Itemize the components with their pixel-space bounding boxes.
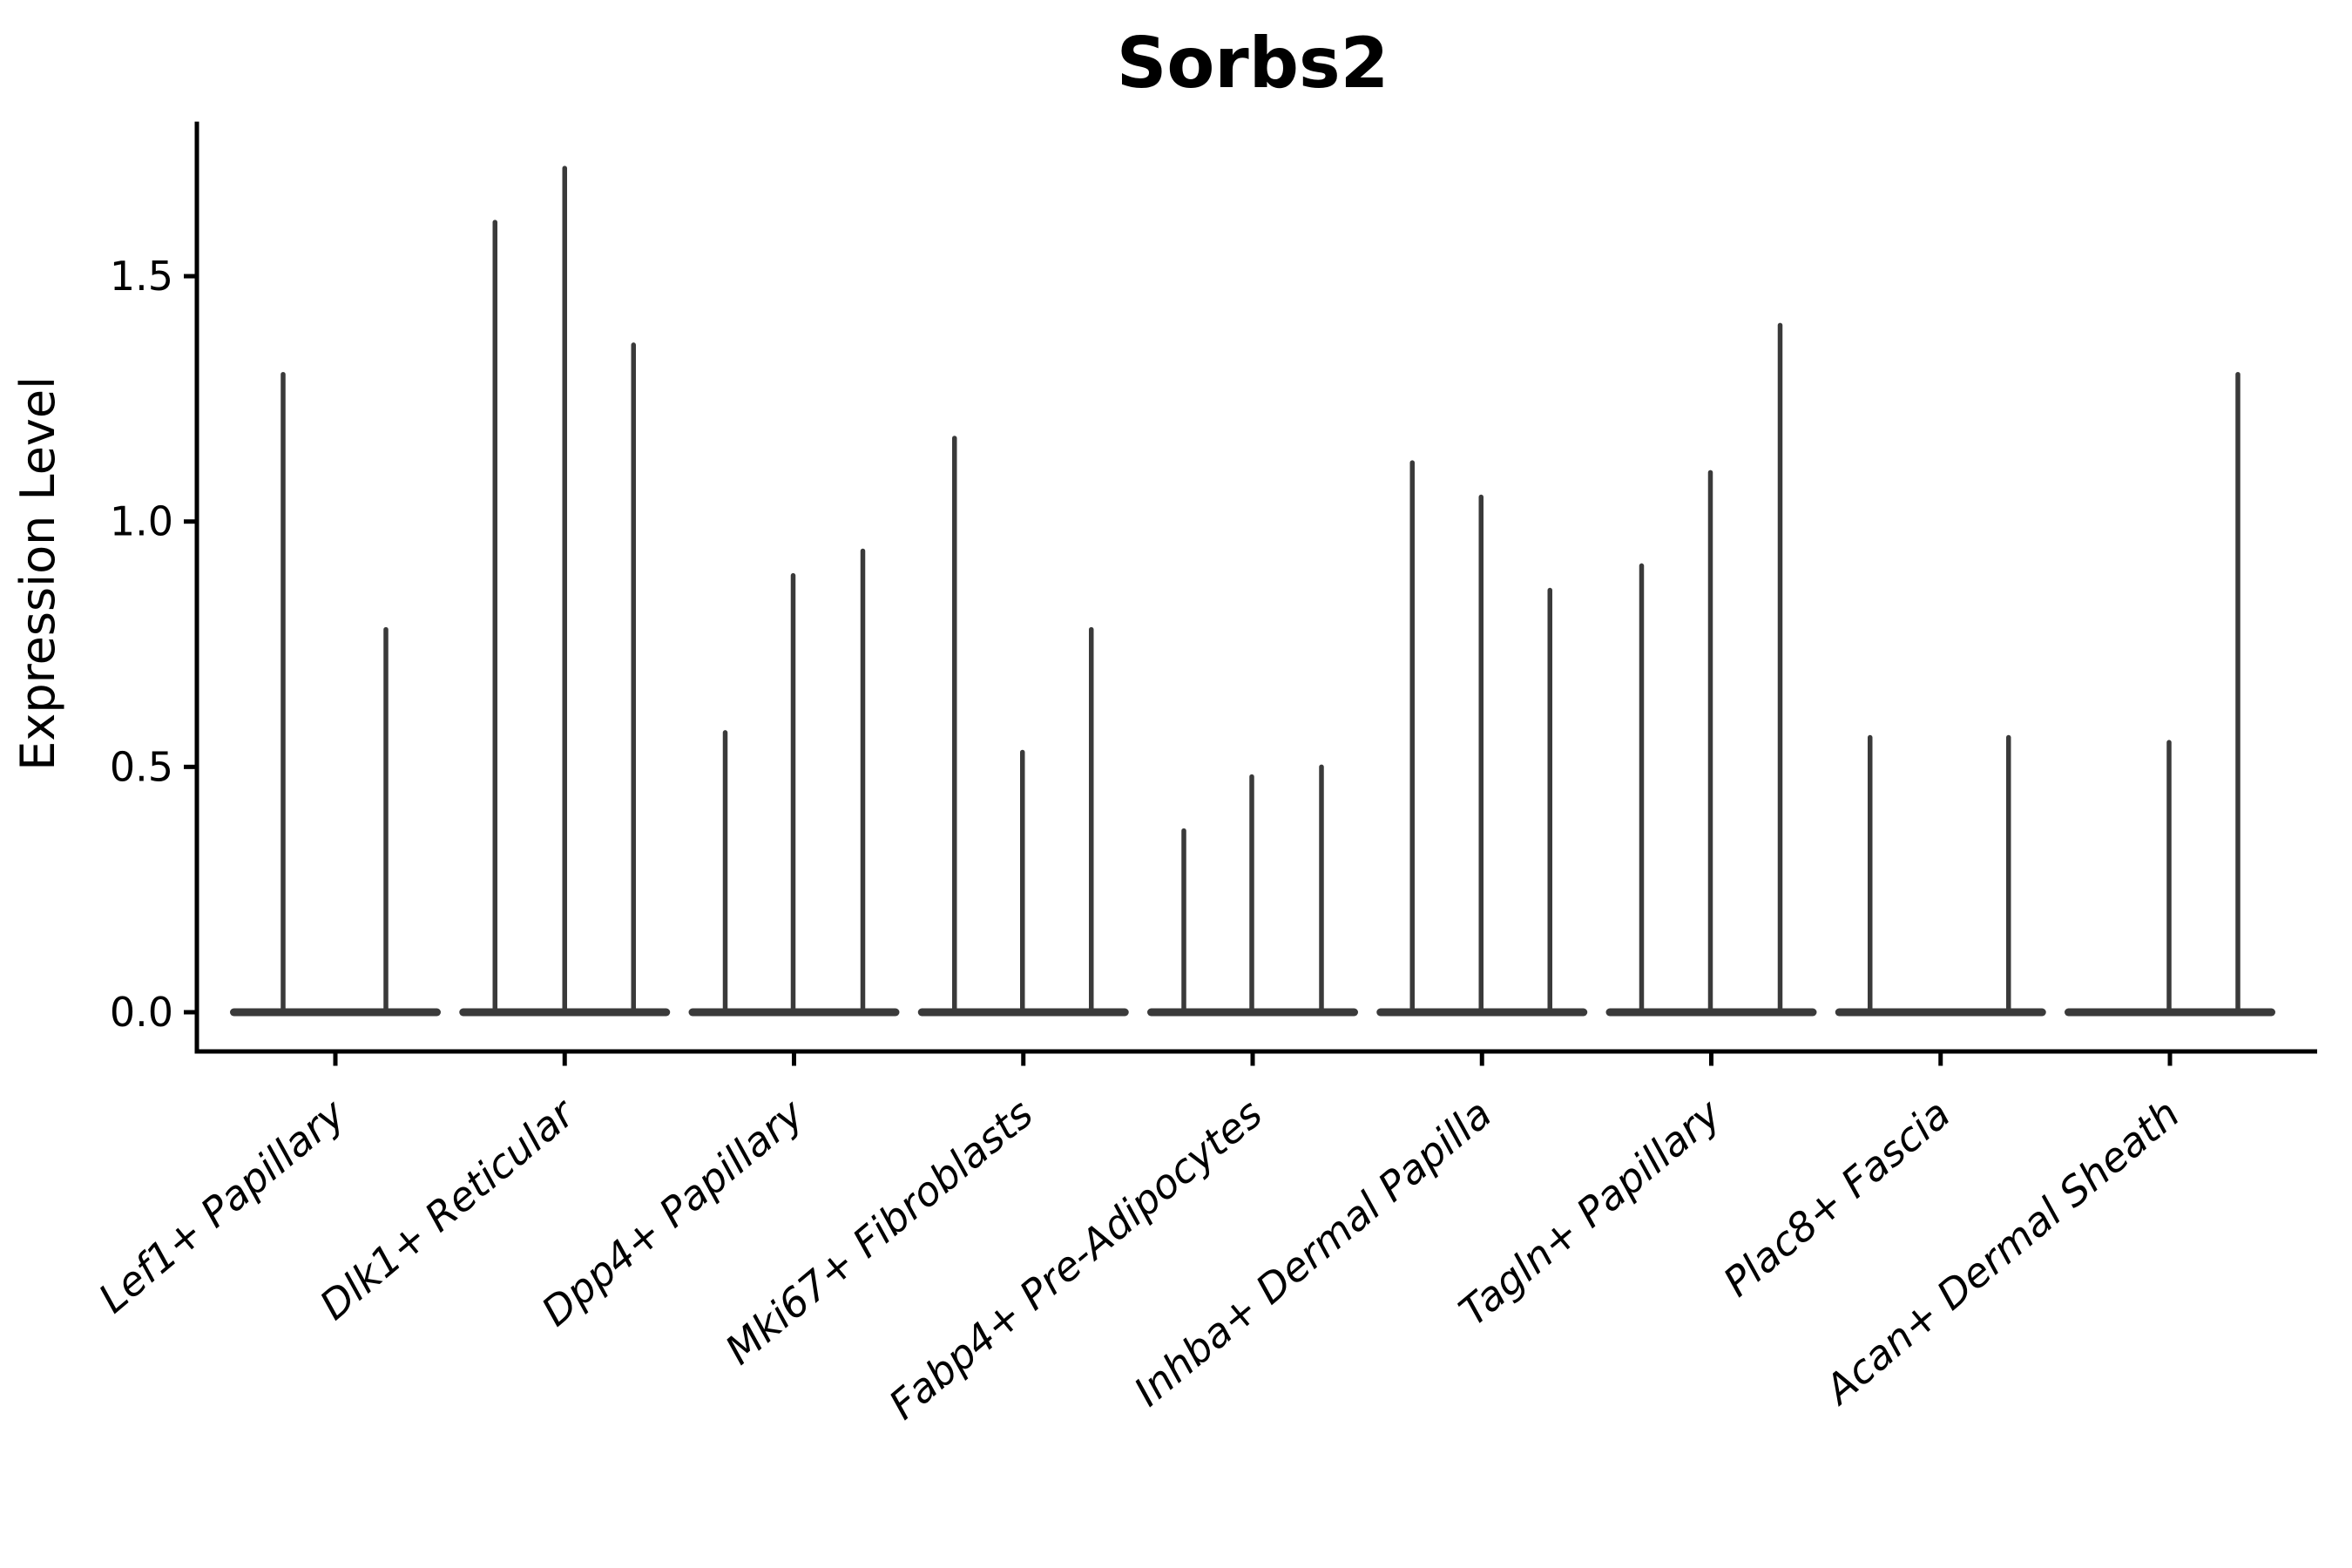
y-tick-label: 0.5 [110, 743, 173, 790]
chart-title: Sorbs2 [1117, 23, 1389, 104]
y-tick-label: 1.5 [110, 253, 173, 300]
x-tick-label: Lef1+ Papillary [90, 1090, 355, 1322]
y-tick-label: 1.0 [110, 498, 173, 545]
y-axis-label: Expression Level [10, 376, 65, 771]
x-tick-label: Fabp4+ Pre-Adipocytes [880, 1090, 1271, 1429]
x-tick-label: Plac8+ Fascia [1714, 1090, 1959, 1306]
y-tick-label: 0.0 [110, 989, 173, 1036]
